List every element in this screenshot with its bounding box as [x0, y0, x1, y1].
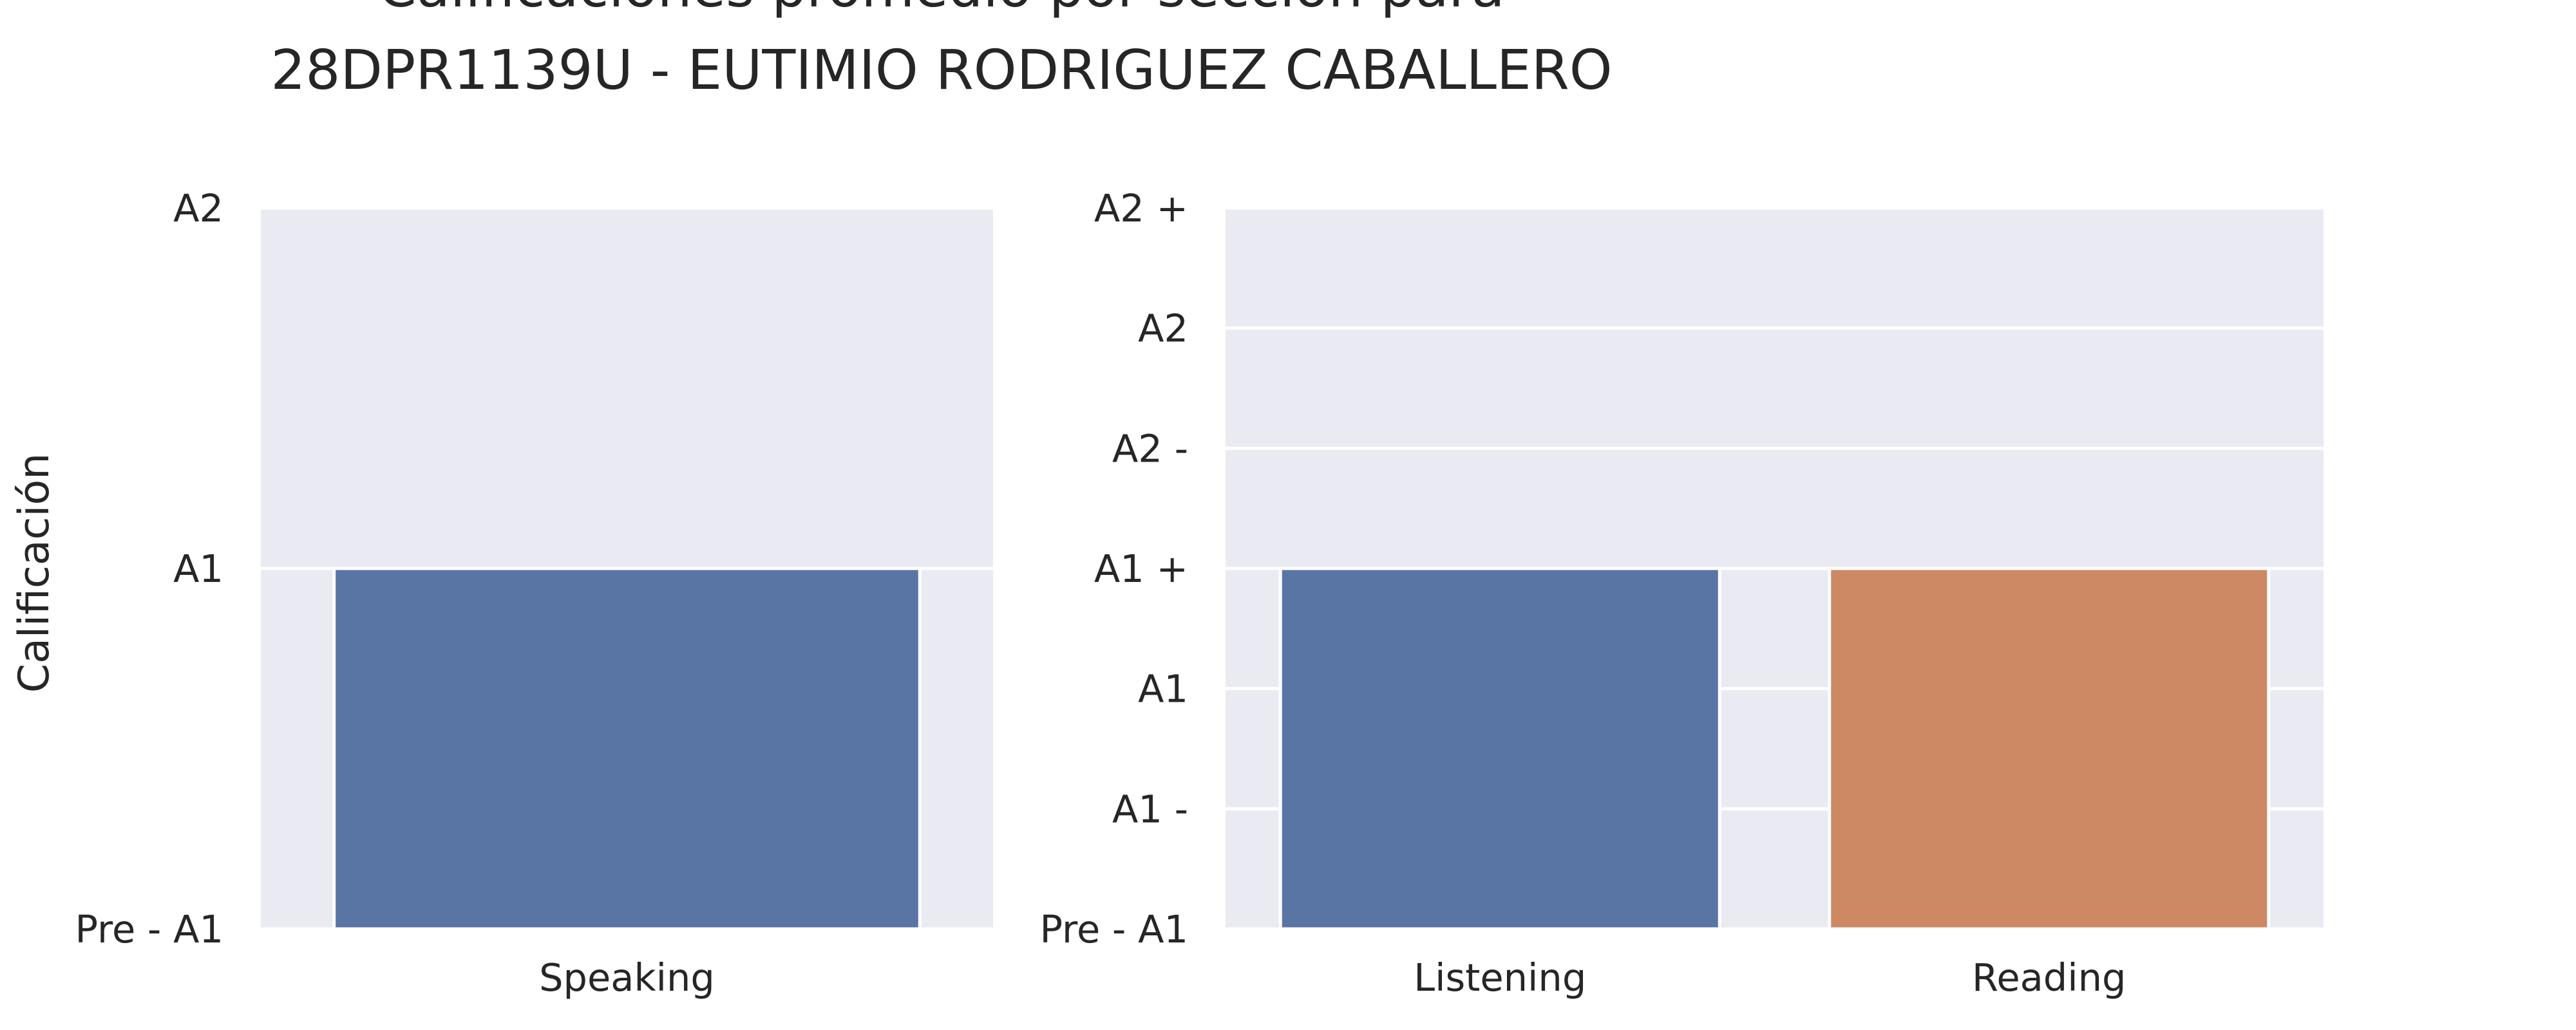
y-tick-label: A1 +	[1094, 547, 1188, 591]
y-tick-label: Pre - A1	[75, 907, 224, 951]
bar-speaking	[332, 566, 922, 931]
panel-speaking: Speaking Pre - A1 A1 A2	[75, 186, 993, 1000]
x-tick-label-speaking: Speaking	[539, 955, 715, 1000]
panel-listening-reading: Listening Reading Pre - A1 A1 - A1 A1 + A2 - A2…	[1040, 186, 2324, 1000]
chart-title-line-1: Calificaciones promedio por sección para	[378, 0, 1504, 20]
y-tick-label: A2 +	[1094, 186, 1188, 230]
y-tick-label: A2	[173, 186, 223, 230]
y-tick-label: A2	[1138, 306, 1188, 351]
bar-reading	[1828, 566, 2271, 931]
x-tick-label-listening: Listening	[1414, 955, 1586, 1000]
y-tick-label: A1	[173, 547, 223, 591]
y-axis-label: Calificación	[10, 453, 59, 693]
bar-listening	[1278, 566, 1721, 931]
y-tick-label: A1 -	[1112, 787, 1188, 831]
y-tick-label: Pre - A1	[1040, 907, 1189, 951]
y-tick-label: A1	[1138, 667, 1188, 711]
x-tick-label-reading: Reading	[1972, 955, 2126, 1000]
chart-title-line-2: 28DPR1139U - EUTIMIO RODRIGUEZ CABALLERO	[270, 39, 1612, 102]
y-tick-label: A2 -	[1112, 426, 1188, 471]
